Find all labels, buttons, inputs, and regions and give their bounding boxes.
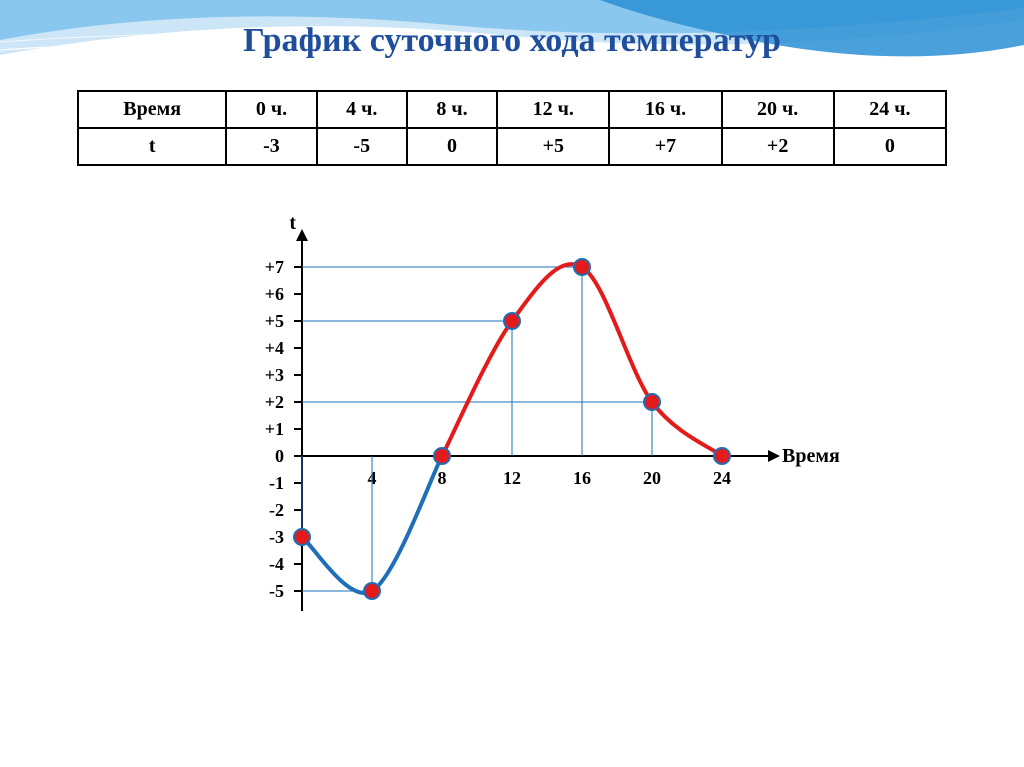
time-row-label: Время xyxy=(78,91,226,128)
table-row-time: Время 0 ч. 4 ч. 8 ч. 12 ч. 16 ч. 20 ч. 2… xyxy=(78,91,946,128)
svg-text:+6: +6 xyxy=(265,284,284,304)
table-cell: +7 xyxy=(609,128,721,165)
svg-text:+3: +3 xyxy=(265,365,284,385)
table-cell: +5 xyxy=(497,128,609,165)
svg-text:16: 16 xyxy=(573,468,591,488)
svg-text:-5: -5 xyxy=(269,581,284,601)
svg-text:-1: -1 xyxy=(269,473,284,493)
svg-text:-2: -2 xyxy=(269,500,284,520)
table-cell: 20 ч. xyxy=(722,91,834,128)
table-row-temp: t -3 -5 0 +5 +7 +2 0 xyxy=(78,128,946,165)
table-cell: 4 ч. xyxy=(317,91,407,128)
table-cell: -3 xyxy=(226,128,316,165)
table-cell: -5 xyxy=(317,128,407,165)
temperature-chart: tВремя+7+6+5+4+3+2+10-1-2-3-4-5481216202… xyxy=(162,196,862,696)
svg-text:8: 8 xyxy=(438,468,447,488)
svg-text:+5: +5 xyxy=(265,311,284,331)
table-cell: 24 ч. xyxy=(834,91,946,128)
svg-text:t: t xyxy=(289,212,296,234)
svg-text:0: 0 xyxy=(275,446,284,466)
table-cell: 16 ч. xyxy=(609,91,721,128)
temp-row-label: t xyxy=(78,128,226,165)
svg-text:-4: -4 xyxy=(269,554,284,574)
svg-text:-3: -3 xyxy=(269,527,284,547)
page-title: График суточного хода температур xyxy=(0,0,1024,60)
table-cell: +2 xyxy=(722,128,834,165)
table-cell: 12 ч. xyxy=(497,91,609,128)
svg-text:+2: +2 xyxy=(265,392,284,412)
svg-text:24: 24 xyxy=(713,468,731,488)
svg-text:Время: Время xyxy=(782,445,840,467)
table-cell: 0 ч. xyxy=(226,91,316,128)
table-cell: 0 xyxy=(834,128,946,165)
data-table: Время 0 ч. 4 ч. 8 ч. 12 ч. 16 ч. 20 ч. 2… xyxy=(77,90,947,166)
table-cell: 0 xyxy=(407,128,497,165)
svg-text:+4: +4 xyxy=(265,338,284,358)
svg-text:20: 20 xyxy=(643,468,661,488)
svg-text:12: 12 xyxy=(503,468,521,488)
table-cell: 8 ч. xyxy=(407,91,497,128)
svg-text:+7: +7 xyxy=(265,257,284,277)
svg-text:+1: +1 xyxy=(265,419,284,439)
